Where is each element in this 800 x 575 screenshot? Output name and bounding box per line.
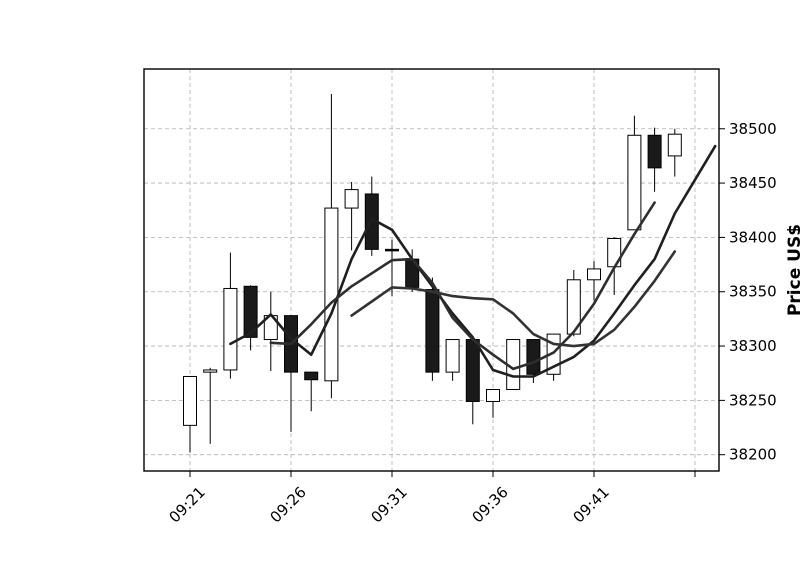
candle-body	[223, 287, 238, 371]
candle-body	[203, 369, 218, 373]
candle-body	[243, 285, 258, 338]
candle-body	[566, 279, 581, 335]
y-tick-label: 38250	[729, 391, 777, 409]
y-tick-label: 38200	[729, 446, 777, 464]
y-tick-label: 38300	[729, 337, 777, 355]
moving-average-line	[269, 201, 656, 371]
plot-frame	[143, 68, 720, 472]
candle-body	[587, 268, 601, 281]
candle-body	[627, 134, 642, 231]
candle-body	[304, 371, 319, 381]
x-tick-label: 09:31	[368, 483, 411, 526]
candle-body	[344, 189, 359, 209]
x-tick-label: 09:21	[166, 483, 209, 526]
x-tick-label: 09:36	[469, 483, 512, 526]
y-tick-label: 38400	[729, 228, 777, 246]
x-tick-label: 09:26	[267, 483, 310, 526]
y-tick-label: 38500	[729, 120, 777, 138]
candle-body	[183, 375, 197, 426]
candle-body	[465, 339, 480, 402]
candle-body	[445, 339, 460, 373]
candle-body	[425, 289, 440, 373]
x-tick-label: 09:41	[570, 483, 613, 526]
y-tick-label: 38450	[729, 174, 777, 192]
candle-body	[526, 339, 541, 375]
candle-body	[486, 389, 500, 402]
y-axis-ticks: 38200 38250 38300 38350 38400 38450 38500	[719, 120, 777, 464]
candle-body	[385, 248, 399, 252]
y-axis-label: Price US$	[785, 224, 800, 316]
y-tick-label: 38350	[729, 283, 777, 301]
candles	[183, 93, 682, 453]
x-axis-ticks: 09:21 09:26 09:31 09:36 09:41	[166, 471, 696, 526]
candle-body	[667, 133, 682, 157]
moving-average-lines	[229, 144, 717, 378]
moving-average-line	[229, 144, 717, 378]
candle-body	[647, 134, 662, 169]
candle-body	[324, 207, 339, 382]
moving-average-line	[350, 250, 677, 348]
